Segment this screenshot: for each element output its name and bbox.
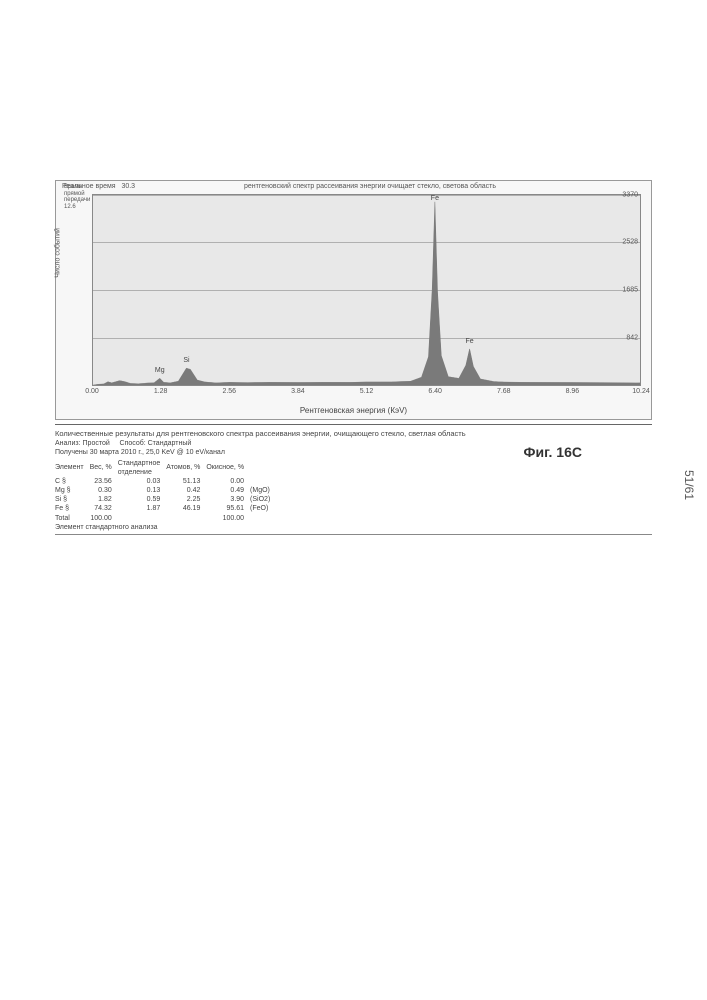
table-cell: 0.00 bbox=[206, 477, 250, 486]
peak-label: Mg bbox=[155, 367, 165, 374]
results-footer: Элемент стандартного анализа bbox=[55, 523, 652, 532]
figure-label: Фиг. 16C bbox=[524, 443, 582, 461]
analysis-mode: Анализ: Простой bbox=[55, 440, 110, 447]
x-tick: 0.00 bbox=[85, 388, 99, 395]
table-row: C §23.560.0351.130.00 bbox=[55, 477, 276, 486]
page-number: 51/61 bbox=[682, 470, 696, 500]
table-cell: 51.13 bbox=[166, 477, 206, 486]
table-cell: Fe § bbox=[55, 504, 90, 513]
table-cell bbox=[250, 477, 276, 486]
x-tick: 5.12 bbox=[360, 388, 374, 395]
peak-label: Fe bbox=[466, 338, 474, 345]
meta-value: 12.6 bbox=[64, 204, 76, 210]
x-tick: 7.68 bbox=[497, 388, 511, 395]
table-cell: (FeO) bbox=[250, 504, 276, 513]
x-tick: 10.24 bbox=[632, 388, 650, 395]
table-cell: Total bbox=[55, 514, 90, 523]
table-header-row: ЭлементВес, %Стандартное отделениеАтомов… bbox=[55, 459, 276, 477]
table-cell: 95.61 bbox=[206, 504, 250, 513]
table-cell: 3.90 bbox=[206, 495, 250, 504]
x-ticks: 0.001.282.563.845.126.407.688.9610.24 bbox=[92, 388, 641, 398]
table-cell: 46.19 bbox=[166, 504, 206, 513]
x-tick: 8.96 bbox=[566, 388, 580, 395]
figure-wrap: Реальное время 30.3 рентгеновский спектр… bbox=[55, 180, 652, 420]
table-cell: 74.32 bbox=[90, 504, 118, 513]
header-left-value: 30.3 bbox=[121, 183, 135, 190]
x-tick: 3.84 bbox=[291, 388, 305, 395]
table-cell: (SiO2) bbox=[250, 495, 276, 504]
meta-line1: Время прямой передачи bbox=[64, 184, 90, 203]
table-header-cell: Вес, % bbox=[90, 459, 118, 477]
results-title: Количественные результаты для рентгеновс… bbox=[55, 429, 652, 439]
table-cell: 0.59 bbox=[118, 495, 167, 504]
table-cell: (MgO) bbox=[250, 486, 276, 495]
table-cell: 1.87 bbox=[118, 504, 167, 513]
table-cell: 0.13 bbox=[118, 486, 167, 495]
table-cell: 2.25 bbox=[166, 495, 206, 504]
table-cell: Mg § bbox=[55, 486, 90, 495]
table-row: Si §1.820.592.253.90(SiO2) bbox=[55, 495, 276, 504]
page: 51/61 Реальное время 30.3 рентгеновский … bbox=[0, 0, 707, 1000]
table-header-cell bbox=[250, 459, 276, 477]
results-block: Фиг. 16C Количественные результаты для р… bbox=[55, 424, 652, 532]
table-cell: 100.00 bbox=[90, 514, 118, 523]
spectrum-svg bbox=[93, 195, 640, 385]
peak-label: Si bbox=[183, 357, 189, 364]
table-row: Total100.00100.00 bbox=[55, 514, 276, 523]
results-table: ЭлементВес, %Стандартное отделениеАтомов… bbox=[55, 459, 276, 523]
table-cell: 0.30 bbox=[90, 486, 118, 495]
table-cell bbox=[250, 514, 276, 523]
table-cell: 0.03 bbox=[118, 477, 167, 486]
table-header-cell: Окисное, % bbox=[206, 459, 250, 477]
table-row: Fe §74.321.8746.1995.61(FeO) bbox=[55, 504, 276, 513]
table-cell: C § bbox=[55, 477, 90, 486]
x-axis-label: Рентгеновская энергия (КэV) bbox=[56, 406, 651, 419]
table-header-cell: Элемент bbox=[55, 459, 90, 477]
table-cell: 0.42 bbox=[166, 486, 206, 495]
plot: 842168525283370MgSiFeFe bbox=[92, 194, 641, 386]
x-tick: 2.56 bbox=[222, 388, 236, 395]
table-header-cell: Стандартное отделение bbox=[118, 459, 167, 477]
table-header-cell: Атомов, % bbox=[166, 459, 206, 477]
method-mode: Способ: Стандартный bbox=[120, 440, 192, 447]
table-cell: 0.49 bbox=[206, 486, 250, 495]
divider bbox=[55, 534, 652, 535]
table-row: Mg §0.300.130.420.49(MgO) bbox=[55, 486, 276, 495]
x-tick: 6.40 bbox=[428, 388, 442, 395]
chart-header: Реальное время 30.3 рентгеновский спектр… bbox=[56, 181, 651, 192]
chart-title: рентгеновский спектр рассеивания энергии… bbox=[135, 183, 605, 190]
y-axis-label: Число событий bbox=[55, 228, 62, 278]
table-cell bbox=[166, 514, 206, 523]
table-cell: 1.82 bbox=[90, 495, 118, 504]
x-tick: 1.28 bbox=[154, 388, 168, 395]
chart-area: Время прямой передачи 12.6 Число событий… bbox=[62, 194, 645, 404]
peak-label: Fe bbox=[431, 195, 439, 202]
table-cell: 100.00 bbox=[206, 514, 250, 523]
table-cell bbox=[118, 514, 167, 523]
table-cell: 23.56 bbox=[90, 477, 118, 486]
table-cell: Si § bbox=[55, 495, 90, 504]
